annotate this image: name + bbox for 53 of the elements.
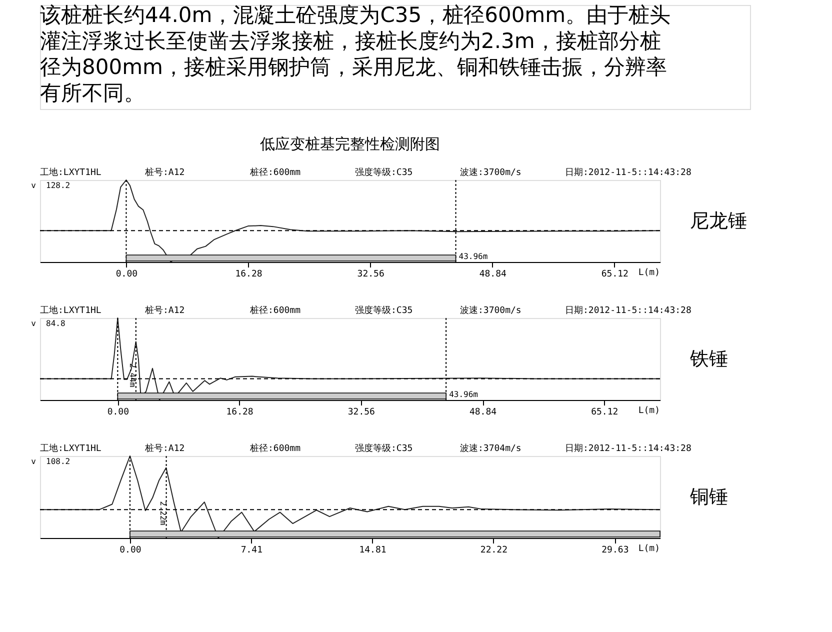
text: 桩径:600mm bbox=[249, 305, 301, 316]
x-tick-label: 0.00 bbox=[120, 546, 142, 556]
text: 灌注浮浆过长至使凿去浮浆接桩，接桩长度约为2.3m，接桩部分桩 bbox=[40, 29, 661, 53]
text: 工地:LXYT1HL bbox=[40, 443, 102, 454]
x-tick-label: 48.84 bbox=[479, 270, 506, 280]
y-axis-title: v bbox=[31, 181, 36, 190]
band-label: 43.96m bbox=[449, 390, 478, 399]
annotation: 128.2 bbox=[46, 181, 70, 190]
text: 日期:2012-11-5::14:43:28 bbox=[565, 443, 692, 454]
text: 铜锤 bbox=[689, 486, 728, 508]
text: 强度等级:C35 bbox=[355, 443, 413, 454]
x-tick-label: 7.41 bbox=[240, 546, 263, 556]
x-tick-label: 48.84 bbox=[469, 408, 497, 418]
text: 径为800mm，接桩采用钢护筒，采用尼龙、铜和铁锤击振，分辨率 bbox=[40, 55, 667, 79]
text: 桩径:600mm bbox=[249, 167, 301, 178]
text: 桩号:A12 bbox=[144, 305, 185, 316]
text: 日期:2012-11-5::14:43:28 bbox=[565, 305, 692, 316]
x-axis-title: L(m) bbox=[638, 268, 660, 278]
ref-line-label: 2.44m bbox=[128, 363, 137, 388]
text: 桩号:A12 bbox=[144, 167, 185, 178]
x-tick-label: 29.63 bbox=[602, 546, 629, 556]
x-tick-label: 65.12 bbox=[591, 408, 618, 418]
x-tick-label: 0.00 bbox=[107, 408, 130, 418]
text: 日期:2012-11-5::14:43:28 bbox=[565, 167, 692, 178]
text: 桩号:A12 bbox=[144, 443, 185, 454]
text: 铁锤 bbox=[689, 348, 728, 370]
band-label: 43.96m bbox=[458, 252, 488, 261]
y-axis-title: v bbox=[31, 457, 36, 466]
x-tick-label: 16.28 bbox=[226, 408, 254, 418]
text: 该桩桩长约44.0m，混凝土砼强度为C35，桩径600mm。由于桩头 bbox=[40, 3, 671, 27]
x-tick-label: 32.56 bbox=[357, 270, 384, 280]
text: 尼龙锤 bbox=[690, 210, 747, 232]
x-axis-title: L(m) bbox=[638, 406, 660, 416]
x-tick-label: 22.22 bbox=[480, 546, 508, 556]
x-tick-label: 65.12 bbox=[601, 270, 628, 280]
annotation: 84.8 bbox=[46, 319, 66, 328]
x-tick-label: 0.00 bbox=[116, 270, 138, 280]
text: 波速:3700m/s bbox=[460, 305, 522, 316]
text: 强度等级:C35 bbox=[355, 167, 413, 178]
text: 桩径:600mm bbox=[249, 443, 301, 454]
text: 强度等级:C35 bbox=[355, 305, 413, 316]
text: 工地:LXYT1HL bbox=[40, 167, 102, 178]
text: 工地:LXYT1HL bbox=[40, 305, 102, 316]
text: 有所不同。 bbox=[40, 81, 145, 105]
text: 波速:3704m/s bbox=[460, 443, 522, 454]
y-axis-title: v bbox=[31, 319, 36, 328]
x-tick-label: 16.28 bbox=[235, 270, 262, 280]
text: 波速:3700m/s bbox=[460, 167, 522, 178]
x-tick-label: 32.56 bbox=[348, 408, 375, 418]
annotation: 108.2 bbox=[46, 457, 70, 466]
x-tick-label: 14.81 bbox=[359, 546, 386, 556]
x-axis-title: L(m) bbox=[638, 544, 660, 554]
chart-title: 低应变桩基完整性检测附图 bbox=[260, 135, 440, 153]
